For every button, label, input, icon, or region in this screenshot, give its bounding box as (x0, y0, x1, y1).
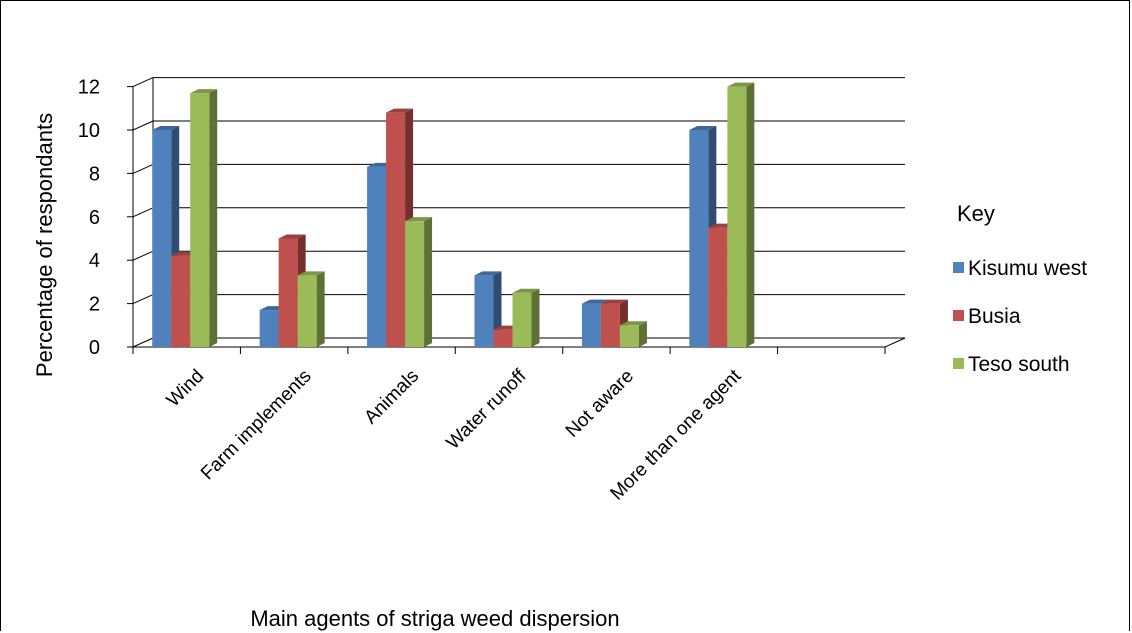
x-tick-label: Water runoff (443, 365, 532, 454)
gridline-connector (132, 77, 154, 88)
legend-label: Kisumu west (968, 257, 1087, 280)
legend-title: Key (957, 201, 995, 226)
x-tick-label: Not aware (562, 366, 638, 442)
y-tick-label: 4 (89, 250, 100, 272)
legend-item: Teso south (953, 353, 1070, 376)
bar (297, 271, 325, 347)
bar (405, 217, 433, 347)
bar (474, 271, 502, 347)
floor-edge (884, 337, 906, 348)
x-tick-label: Farm implements (197, 366, 316, 485)
y-tick-label: 0 (89, 337, 100, 359)
legend-label: Busia (968, 305, 1021, 328)
legend-label: Teso south (968, 353, 1070, 376)
legend-swatch (953, 262, 964, 273)
x-tick-label: Wind (163, 366, 208, 411)
legend-item: Busia (953, 305, 1021, 328)
x-axis-title: Main agents of striga weed dispersion (250, 606, 619, 631)
y-tick-label: 8 (89, 163, 100, 185)
bars (152, 82, 755, 348)
y-tick-label: 2 (89, 294, 100, 316)
bar (727, 82, 755, 347)
gridline-connector (132, 250, 154, 261)
legend-item: Kisumu west (953, 257, 1087, 280)
bar (512, 288, 540, 347)
bar (190, 89, 218, 348)
legend-swatch (953, 358, 964, 369)
x-tick-label: Animals (360, 366, 423, 429)
gridline-connector (132, 337, 154, 348)
gridline-connector (132, 120, 154, 131)
y-axis-title: Percentage of respondants (32, 113, 57, 377)
y-tick-label: 6 (89, 207, 100, 229)
gridline-connector (132, 294, 154, 305)
gridline-connector (132, 163, 154, 174)
y-tick-label: 10 (78, 120, 100, 142)
tick-labels: 0 2 4 6 8 10 12 (78, 77, 100, 359)
legend-items: Kisumu west Busia Teso south (953, 257, 1087, 376)
gridline-connector (132, 207, 154, 218)
legend-swatch (953, 310, 964, 321)
y-tick-label: 12 (78, 77, 100, 99)
bar (619, 321, 647, 347)
legend: Key Kisumu west Busia Teso south (953, 201, 1087, 376)
